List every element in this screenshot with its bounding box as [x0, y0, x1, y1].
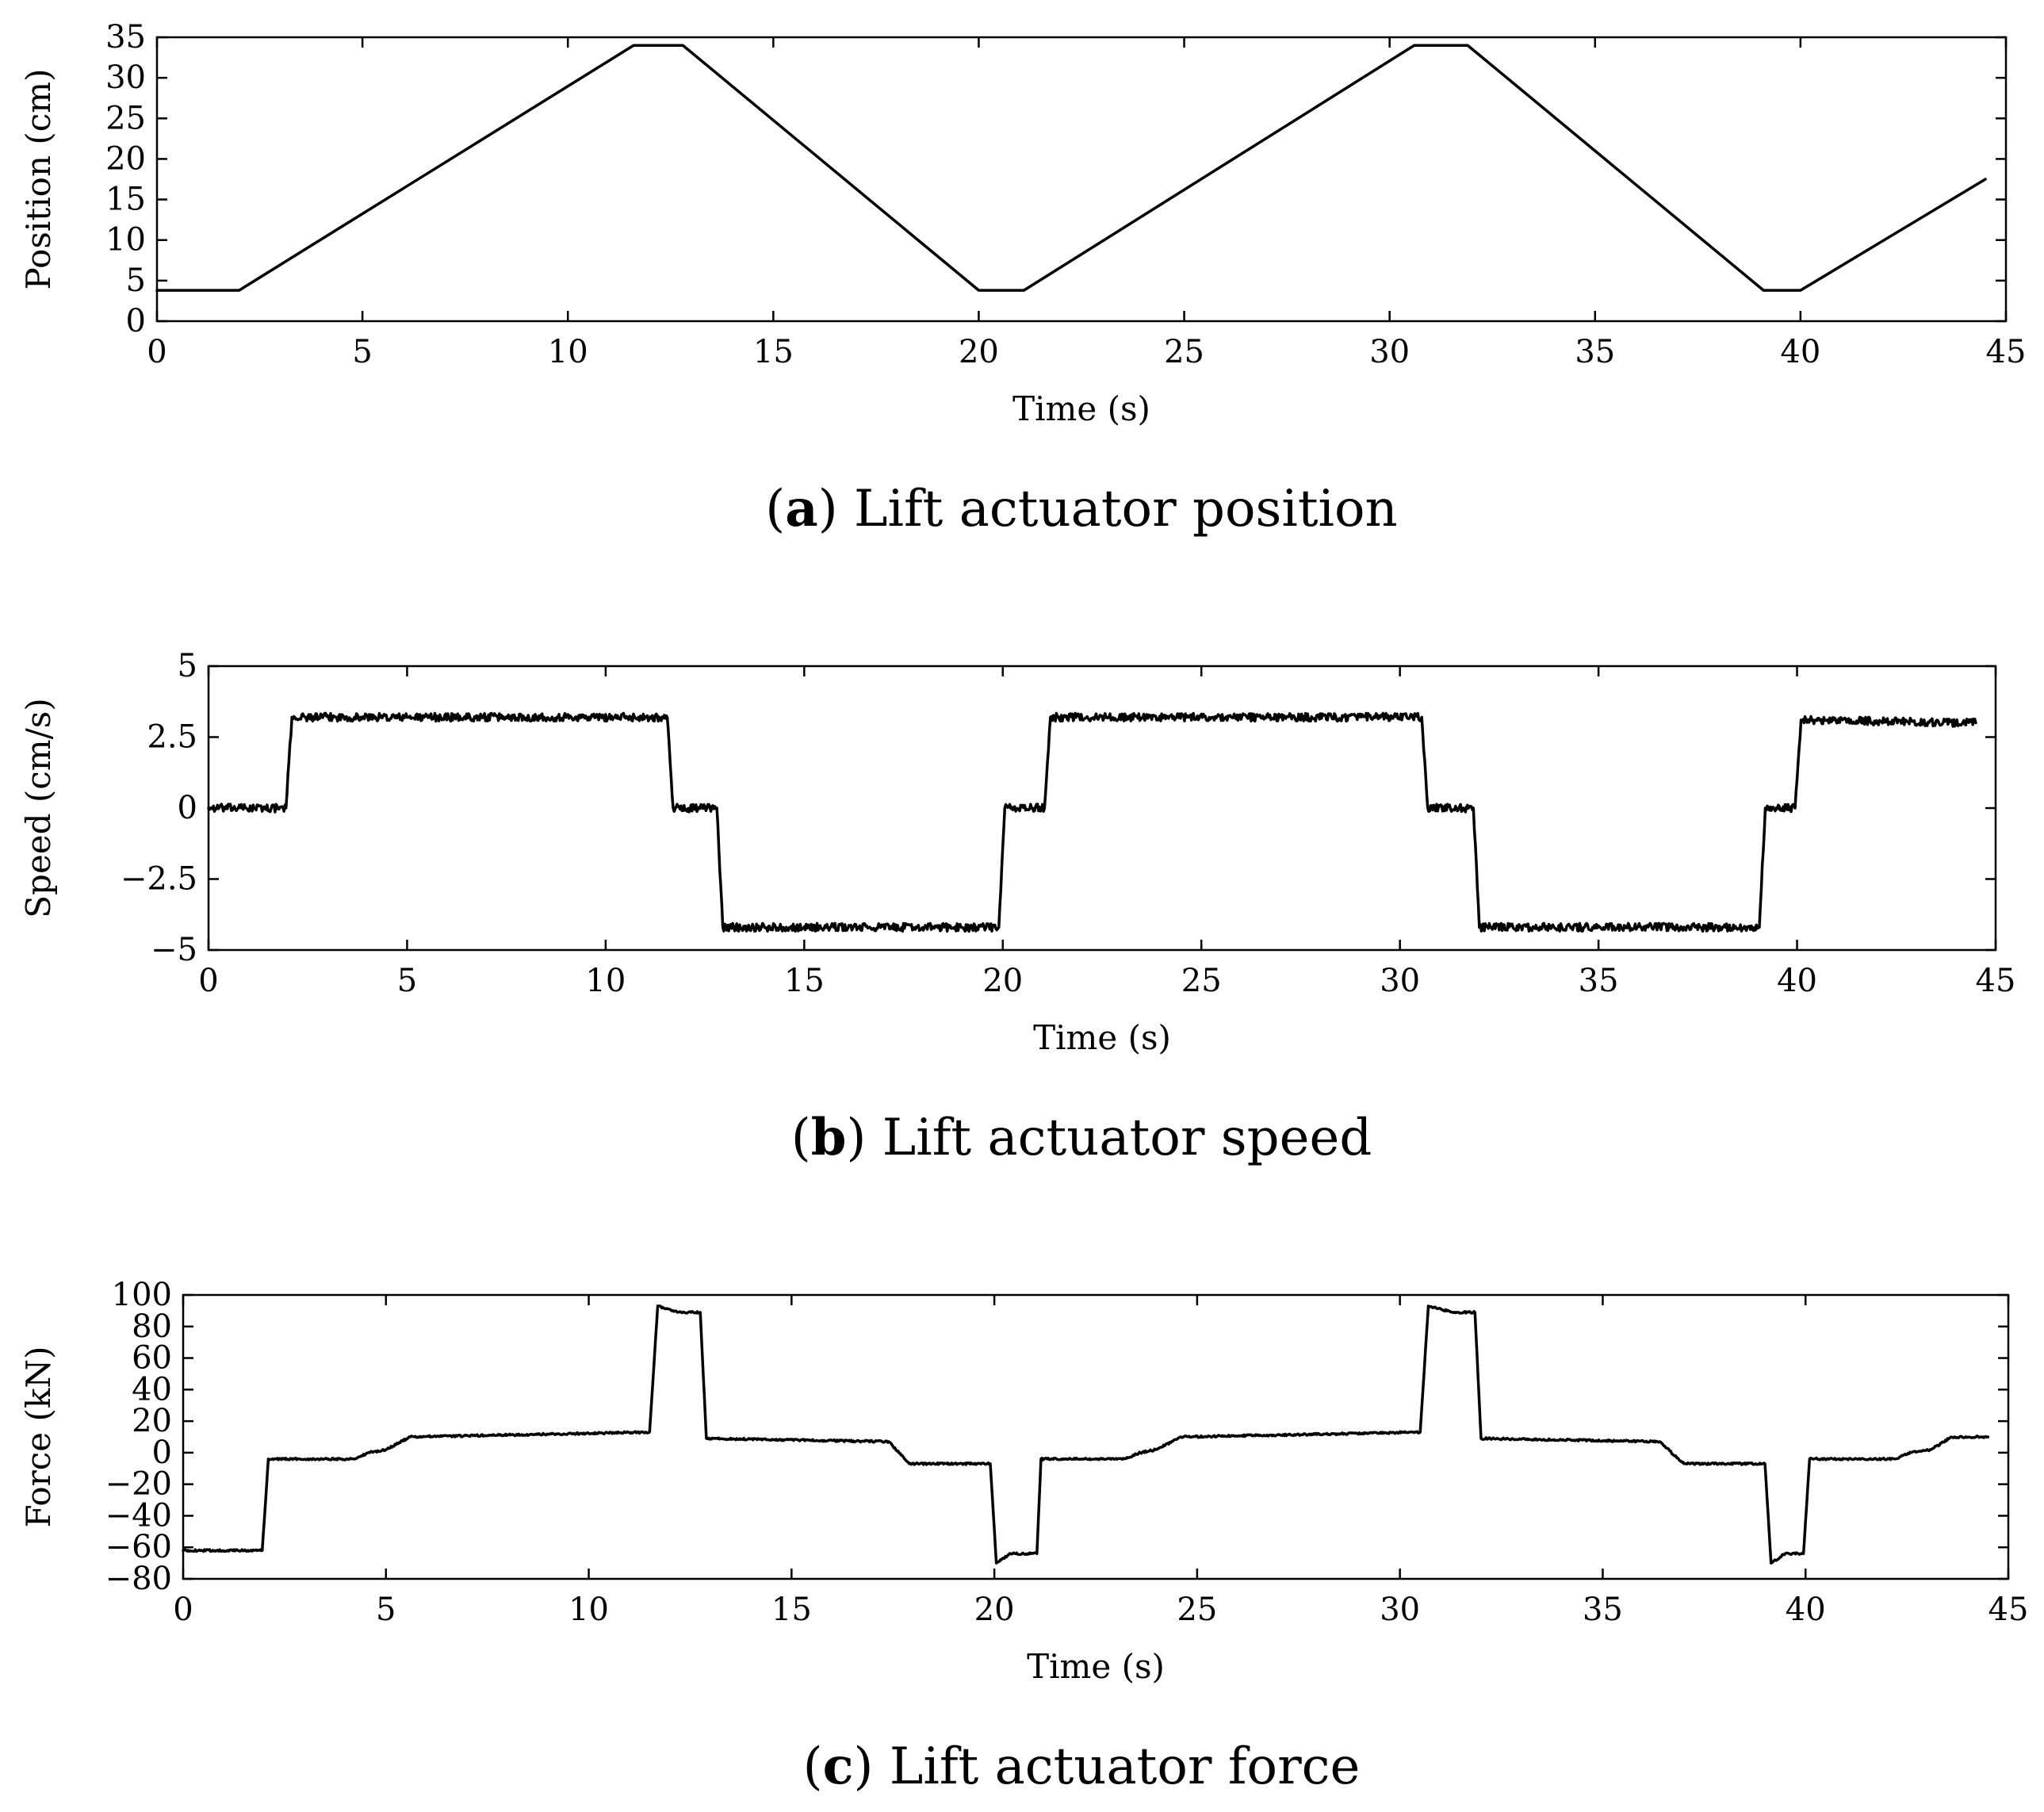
caption-letter: a — [785, 479, 817, 538]
x-tick-label: 45 — [1976, 963, 2016, 999]
y-axis-label: Position (cm) — [19, 69, 58, 290]
x-tick-label: 35 — [1583, 1592, 1623, 1628]
series-group — [155, 44, 1987, 292]
x-tick-label: 20 — [959, 334, 999, 370]
y-tick-label: −80 — [105, 1561, 172, 1597]
y-tick-label: 0 — [126, 303, 146, 339]
x-tick-label: 15 — [784, 963, 825, 999]
plot-frame — [182, 1293, 2010, 1580]
caption-text: Lift actuator speed — [882, 1109, 1372, 1167]
caption-text: Lift actuator position — [854, 480, 1398, 538]
x-tick-label: 10 — [548, 334, 588, 370]
x-axis-label: Time (s) — [1027, 1647, 1165, 1686]
series-group — [207, 711, 1977, 933]
x-tick-label: 40 — [1777, 963, 1817, 999]
y-tick-label: 80 — [132, 1308, 172, 1345]
y-tick-label: 0 — [152, 1435, 172, 1471]
x-tick-label: 40 — [1786, 1592, 1826, 1628]
y-tick-label: 25 — [105, 100, 146, 136]
x-tick-label: 25 — [1181, 963, 1222, 999]
y-tick-label: 2.5 — [147, 719, 197, 756]
y-tick-label: −5 — [151, 932, 197, 968]
caption-letter: c — [823, 1737, 854, 1796]
x-tick-label: 30 — [1380, 963, 1420, 999]
x-tick-label: 5 — [352, 334, 372, 370]
y-axis: −5 −2.5 0 2.5 5 — [121, 648, 1996, 968]
x-axis-label: Time (s) — [1012, 389, 1150, 428]
x-axis: 0 5 10 15 20 25 30 35 40 45 — [173, 1295, 2028, 1628]
series-line-force — [182, 1304, 1990, 1565]
y-tick-label: 15 — [105, 182, 146, 218]
x-tick-label: 35 — [1575, 334, 1615, 370]
y-tick-label: −60 — [105, 1529, 172, 1565]
panel-caption: (a) Lift actuator position — [765, 479, 1398, 538]
caption-letter: b — [811, 1108, 847, 1167]
y-tick-label: 20 — [132, 1403, 172, 1439]
x-tick-label: 5 — [397, 963, 417, 999]
x-tick-label: 25 — [1164, 334, 1204, 370]
x-tick-label: 20 — [974, 1592, 1015, 1628]
x-tick-label: 5 — [376, 1592, 396, 1628]
x-tick-label: 25 — [1177, 1592, 1217, 1628]
panel-caption: (c) Lift actuator force — [803, 1737, 1361, 1796]
y-tick-label: 40 — [132, 1371, 172, 1408]
y-tick-label: 10 — [105, 222, 146, 259]
x-tick-label: 0 — [147, 334, 167, 370]
y-tick-label: −20 — [105, 1466, 172, 1503]
x-tick-label: 45 — [1986, 334, 2027, 370]
x-tick-label: 20 — [982, 963, 1023, 999]
y-axis-label: Force (kN) — [19, 1347, 58, 1528]
x-tick-label: 15 — [771, 1592, 812, 1628]
y-tick-label: 30 — [105, 59, 146, 96]
panel-caption: (b) Lift actuator speed — [791, 1108, 1372, 1167]
x-tick-label: 30 — [1369, 334, 1410, 370]
x-tick-label: 15 — [753, 334, 794, 370]
series-line-speed — [207, 711, 1977, 933]
y-tick-label: 35 — [105, 19, 146, 56]
x-tick-label: 35 — [1579, 963, 1619, 999]
y-tick-label: −40 — [105, 1497, 172, 1534]
x-axis: 0 5 10 15 20 25 30 35 40 45 — [198, 666, 2015, 999]
plot-frame — [155, 36, 2008, 323]
panel-force: 0 5 10 15 20 25 30 35 40 45 −80−60−40−20020406080… — [19, 1277, 2028, 1796]
x-axis: 0 5 10 15 20 25 30 35 40 45 — [147, 37, 2026, 370]
series-line-position — [155, 44, 1987, 292]
y-tick-label: 5 — [126, 262, 146, 299]
panel-speed: 0 5 10 15 20 25 30 35 40 45 −5−2.502.55 Time (s) … — [19, 648, 2015, 1167]
x-axis-label: Time (s) — [1033, 1018, 1171, 1057]
x-tick-label: 10 — [568, 1592, 609, 1628]
series-group — [182, 1304, 1990, 1565]
y-tick-label: 5 — [178, 648, 197, 684]
caption-text: Lift actuator force — [890, 1737, 1361, 1796]
y-tick-label: −2.5 — [121, 861, 197, 898]
x-tick-label: 40 — [1780, 334, 1820, 370]
x-tick-label: 45 — [1988, 1592, 2029, 1628]
y-axis-label: Speed (cm/s) — [19, 698, 58, 917]
y-tick-label: 100 — [112, 1277, 172, 1313]
x-tick-label: 0 — [198, 963, 218, 999]
y-tick-label: 0 — [178, 790, 197, 826]
y-tick-label: 20 — [105, 140, 146, 177]
x-tick-label: 30 — [1380, 1592, 1420, 1628]
x-tick-label: 10 — [585, 963, 626, 999]
y-tick-label: 60 — [132, 1340, 172, 1377]
x-tick-label: 0 — [173, 1592, 193, 1628]
